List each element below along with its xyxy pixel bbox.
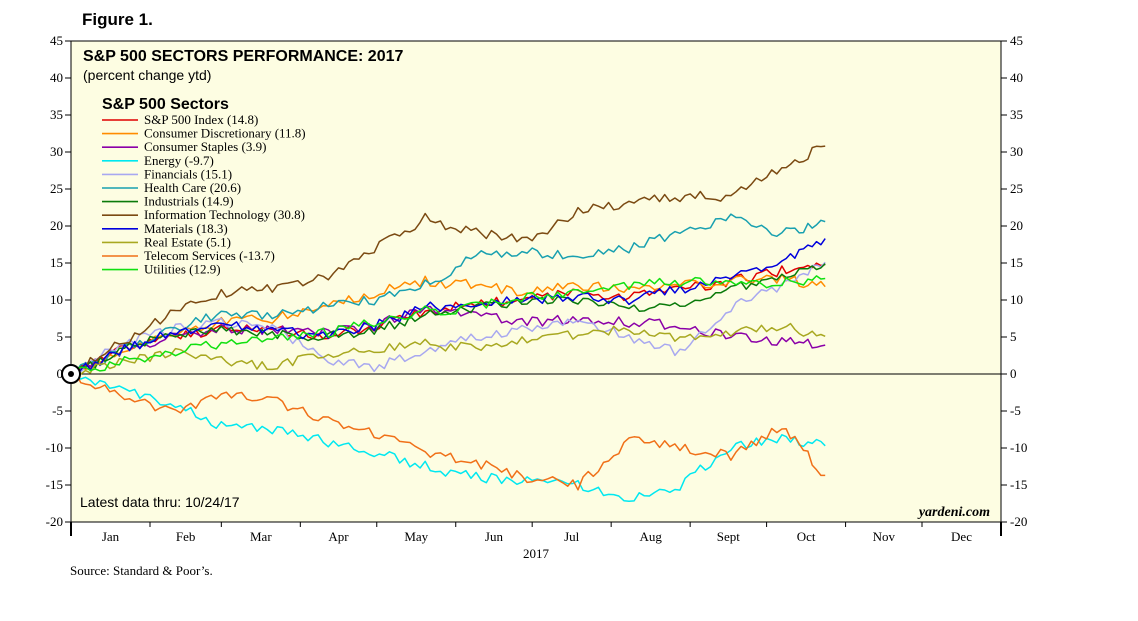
legend-entry: Materials (18.3) xyxy=(144,221,228,236)
legend-entry: Consumer Staples (3.9) xyxy=(144,139,266,154)
y-tick-label-left: 15 xyxy=(50,255,63,270)
legend-entry: Consumer Discretionary (11.8) xyxy=(144,126,306,141)
x-axis: Jan Feb Mar Apr May Jun Jul Aug Sept Oct Nov Dec xyxy=(70,521,1002,544)
x-tick-label: Dec xyxy=(951,529,972,544)
y-tick-label-right: 0 xyxy=(1010,366,1017,381)
legend-entry: Financials (15.1) xyxy=(144,166,232,181)
x-tick-label: May xyxy=(404,529,428,544)
y-tick-label-left: 10 xyxy=(50,292,63,307)
origin-dot xyxy=(68,371,74,377)
x-tick-label: Oct xyxy=(797,529,816,544)
legend-entry: Utilities (12.9) xyxy=(144,262,221,277)
y-tick-label-right: 35 xyxy=(1010,107,1023,122)
y-tick-label-left: -15 xyxy=(46,477,63,492)
figure-label: Figure 1. xyxy=(82,10,153,29)
y-tick-label-left: 40 xyxy=(50,70,63,85)
y-tick-label-right: 25 xyxy=(1010,181,1023,196)
y-tick-label-right: 45 xyxy=(1010,33,1023,48)
chart-title: S&P 500 SECTORS PERFORMANCE: 2017 xyxy=(83,48,404,65)
series-lines xyxy=(70,145,826,502)
origin-marker xyxy=(61,364,81,384)
y-tick-label-right: -5 xyxy=(1010,403,1021,418)
y-tick-label-right: 10 xyxy=(1010,292,1023,307)
legend-entry: Telecom Services (-13.7) xyxy=(144,248,275,263)
x-tick-label: Jun xyxy=(485,529,504,544)
x-tick-label: Sept xyxy=(717,529,741,544)
series-line xyxy=(70,322,826,375)
y-tick-label-left: 0 xyxy=(57,366,64,381)
legend-entry: Energy (-9.7) xyxy=(144,153,214,168)
x-tick-label: Apr xyxy=(328,529,349,544)
y-tick-label-left: 35 xyxy=(50,107,63,122)
y-tick-label-left: 45 xyxy=(50,33,63,48)
y-tick-label-right: -15 xyxy=(1010,477,1027,492)
legend-entry: S&P 500 Index (14.8) xyxy=(144,112,258,127)
source-note: Source: Standard & Poor’s. xyxy=(70,563,213,578)
y-tick-label-left: 20 xyxy=(50,218,63,233)
x-tick-label: Nov xyxy=(873,529,896,544)
y-tick-label-left: -20 xyxy=(46,514,63,529)
y-tick-label-right: 15 xyxy=(1010,255,1023,270)
x-tick-label: Feb xyxy=(176,529,196,544)
legend-entry: Health Care (20.6) xyxy=(144,180,241,195)
series-line xyxy=(70,213,826,375)
y-tick-label-left: 25 xyxy=(50,181,63,196)
watermark: yardeni.com xyxy=(917,505,990,520)
x-axis-year-label: 2017 xyxy=(523,546,550,561)
legend: S&P 500 Index (14.8)Consumer Discretiona… xyxy=(102,112,306,277)
y-tick-label-left: 30 xyxy=(50,144,63,159)
series-line xyxy=(70,145,826,375)
y-tick-label-right: 5 xyxy=(1010,329,1017,344)
y-axis-left: -20 -15 -10 -5 0 5 10 15 20 25 30 35 40 45 xyxy=(46,33,71,529)
x-tick-label: Jul xyxy=(564,529,580,544)
chart-subtitle: (percent change ytd) xyxy=(83,67,211,83)
y-tick-label-right: -10 xyxy=(1010,440,1027,455)
series-line xyxy=(70,305,826,376)
plot-area xyxy=(70,40,1002,523)
y-tick-label-left: 5 xyxy=(57,329,64,344)
y-tick-label-right: 30 xyxy=(1010,144,1023,159)
legend-title: S&P 500 Sectors xyxy=(102,96,229,113)
legend-entry: Real Estate (5.1) xyxy=(144,234,231,249)
series-line xyxy=(70,273,826,377)
y-tick-label-right: 40 xyxy=(1010,70,1023,85)
data-note: Latest data thru: 10/24/17 xyxy=(80,494,240,510)
y-tick-label-left: -10 xyxy=(46,440,63,455)
x-tick-label: Jan xyxy=(102,529,120,544)
series-line xyxy=(70,373,826,502)
y-tick-label-right: 20 xyxy=(1010,218,1023,233)
series-line xyxy=(70,371,826,491)
series-line xyxy=(70,238,826,375)
x-tick-label: Mar xyxy=(250,529,272,544)
y-axis-right: -20 -15 -10 -5 0 5 10 15 20 25 30 35 40 45 xyxy=(1001,33,1027,529)
legend-entry: Industrials (14.9) xyxy=(144,194,234,209)
y-tick-label-left: -5 xyxy=(52,403,63,418)
y-tick-label-right: -20 xyxy=(1010,514,1027,529)
legend-entry: Information Technology (30.8) xyxy=(144,207,305,222)
x-tick-label: Aug xyxy=(639,529,662,544)
series-line xyxy=(70,275,826,375)
